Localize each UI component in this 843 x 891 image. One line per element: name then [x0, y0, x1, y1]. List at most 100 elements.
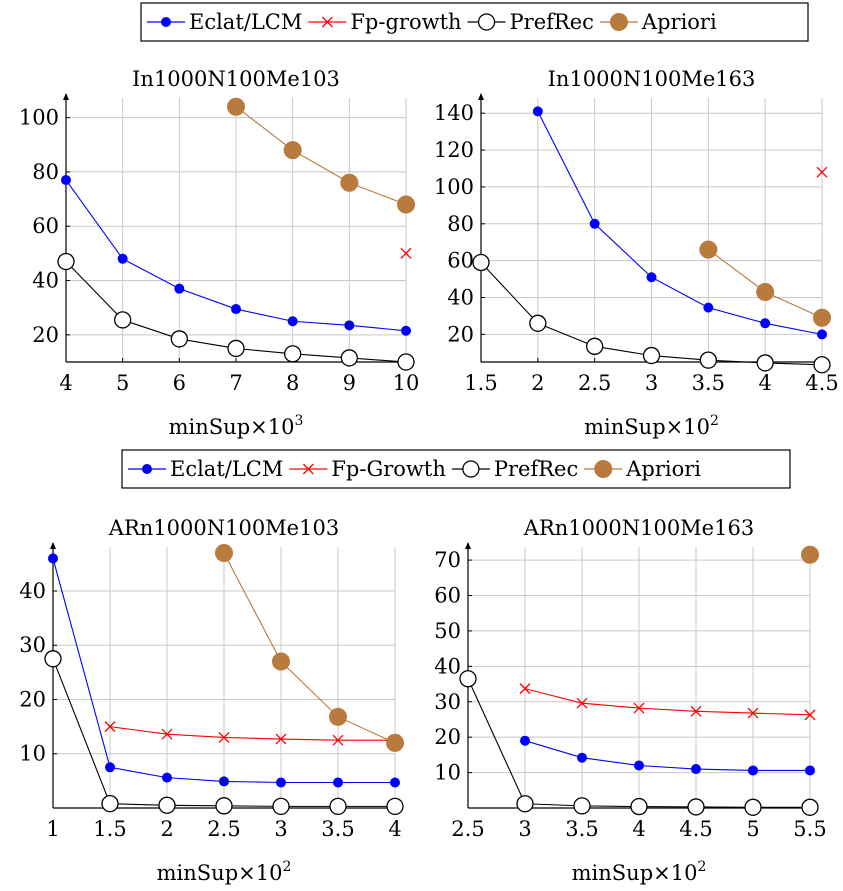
- data-point-prefrec: [744, 798, 762, 816]
- data-point-prefrec: [114, 311, 132, 329]
- data-point-prefrec: [340, 349, 358, 367]
- data-point-fp-growth-stroke-b: [104, 721, 116, 733]
- data-point-prefrec: [630, 797, 648, 816]
- data-point-eclat-lcm: [646, 272, 657, 283]
- data-point-fp-growth: [332, 734, 344, 746]
- x-tick-label: 3.5: [565, 817, 598, 841]
- x-tick-label: 9: [343, 371, 356, 395]
- y-tick-label: 10: [434, 761, 461, 785]
- data-point-eclat-lcm: [48, 553, 58, 564]
- x-tick-label: 3: [274, 817, 287, 841]
- legend-entry-prefrec: PrefRec: [467, 10, 594, 34]
- data-point-apriori: [329, 707, 347, 726]
- x-tick-label: 3: [645, 371, 658, 395]
- data-point-apriori: [340, 173, 359, 192]
- legend-marker-fp-growth-stroke-b: [302, 463, 314, 475]
- data-point-eclat-lcm: [162, 772, 172, 783]
- data-point-fp-growth: [275, 733, 287, 745]
- data-point-prefrec: [529, 314, 547, 332]
- data-point-fp-growth-stroke-b: [747, 707, 759, 719]
- data-point-apriori: [215, 544, 233, 562]
- chart-title: In1000N100Me103: [132, 67, 340, 91]
- x-tick-label: 5: [746, 817, 759, 841]
- data-point-prefrec: [284, 345, 302, 363]
- chart-panel-4: ARn1000N100Me163 2.5 3 3.5 4 4.5 5 5.5 10 20 30 40 5…: [434, 516, 826, 885]
- chart-panel-1: In1000N100Me103 4 5 6 7 8 9 10 20 40 60 80 100 minSup…: [19, 67, 419, 439]
- x-tick-label: 2.5: [578, 371, 611, 395]
- legend-marker-apriori: [609, 13, 628, 31]
- data-point-fp-growth-stroke-b: [816, 166, 828, 178]
- data-point-eclat-lcm: [333, 777, 343, 788]
- y-tick-label: 60: [434, 584, 461, 608]
- data-point-eclat-lcm: [219, 776, 229, 787]
- legend-label-fp-growth: Fp-growth: [350, 10, 461, 34]
- data-point-fp-growth: [690, 705, 702, 717]
- legend-entry-apriori: Apriori: [584, 457, 701, 481]
- data-point-eclat-lcm: [817, 329, 827, 340]
- x-tick-label: 5.5: [793, 817, 826, 841]
- y-tick-label: 20: [447, 322, 474, 346]
- y-tick-label: 60: [32, 214, 59, 238]
- y-tick-label: 100: [434, 175, 474, 199]
- series-line-apriori: [235, 106, 407, 205]
- y-tick-label: 140: [434, 101, 474, 125]
- legend-1: Eclat/LCM Fp-growth PrefRec Apriori: [140, 2, 809, 42]
- data-point-eclat-lcm: [634, 760, 644, 771]
- x-tick-label: 10: [393, 371, 420, 395]
- data-point-prefrec: [642, 346, 661, 365]
- data-point-prefrec: [101, 795, 119, 813]
- series-eclat-lcm: [532, 106, 827, 340]
- data-point-fp-growth-stroke-b: [218, 732, 230, 743]
- chart-panel-2: In1000N100Me163 1.5 2 2.5 3 3.5 4 4.5 20 40 60 80 10…: [434, 67, 839, 439]
- x-tick-label: 7: [229, 371, 242, 395]
- y-tick-label: 40: [434, 654, 461, 678]
- data-point-fp-growth: [747, 707, 759, 719]
- x-tick-label: 3.5: [692, 371, 725, 395]
- x-tick-label: 5: [116, 371, 129, 395]
- data-point-eclat-lcm: [61, 175, 71, 186]
- x-tick-label: 6: [173, 371, 186, 395]
- y-tick-label: 30: [434, 690, 461, 714]
- series-prefrec: [44, 650, 404, 816]
- chart-panel-3: ARn1000N100Me103 1 1.5 2 2.5 3 3.5 4 10 20 30 40 min…: [19, 516, 404, 885]
- data-point-fp-growth: [400, 247, 412, 259]
- data-point-fp-growth-stroke-b: [576, 697, 588, 709]
- legend-entry-prefrec: PrefRec: [451, 457, 578, 481]
- x-axis-label: minSup×103: [169, 413, 304, 439]
- legend-marker-fp-growth: [302, 463, 314, 475]
- data-point-fp-growth: [104, 721, 116, 733]
- legend-marker-eclat-lcm: [161, 17, 171, 27]
- y-tick-label: 40: [32, 269, 59, 293]
- legend-label-apriori: Apriori: [625, 457, 701, 481]
- data-point-apriori: [397, 195, 415, 214]
- chart-title: ARn1000N100Me163: [523, 516, 754, 540]
- data-point-apriori: [756, 282, 775, 301]
- series-prefrec: [472, 253, 831, 374]
- x-tick-label: 1: [46, 817, 59, 841]
- legend-label-prefrec: PrefRec: [494, 457, 578, 481]
- data-point-fp-growth-stroke-b: [519, 683, 531, 695]
- y-tick-label: 20: [434, 725, 461, 749]
- x-tick-label: 4.5: [679, 817, 712, 841]
- series-eclat-lcm: [48, 553, 400, 788]
- y-axis-arrow: [63, 93, 69, 100]
- data-point-fp-growth-stroke-b: [400, 247, 412, 259]
- x-tick-label: 4: [59, 371, 72, 395]
- chart-title: In1000N100Me163: [548, 67, 756, 91]
- y-tick-label: 70: [434, 548, 461, 572]
- data-point-apriori: [801, 545, 819, 564]
- data-point-eclat-lcm: [577, 752, 587, 763]
- y-tick-label: 20: [19, 687, 46, 711]
- y-axis-arrow: [465, 542, 471, 549]
- x-tick-label: 4: [758, 371, 771, 395]
- data-point-prefrec: [516, 795, 534, 813]
- legend-label-apriori: Apriori: [641, 10, 717, 34]
- data-point-fp-growth: [576, 697, 588, 709]
- y-tick-label: 50: [434, 619, 461, 643]
- data-point-eclat-lcm: [703, 302, 714, 313]
- data-point-apriori: [386, 733, 404, 752]
- series-apriori: [227, 97, 415, 214]
- legend-marker-eclat-lcm: [142, 464, 152, 474]
- series-fp-growth: [400, 247, 412, 259]
- y-tick-label: 10: [19, 742, 46, 766]
